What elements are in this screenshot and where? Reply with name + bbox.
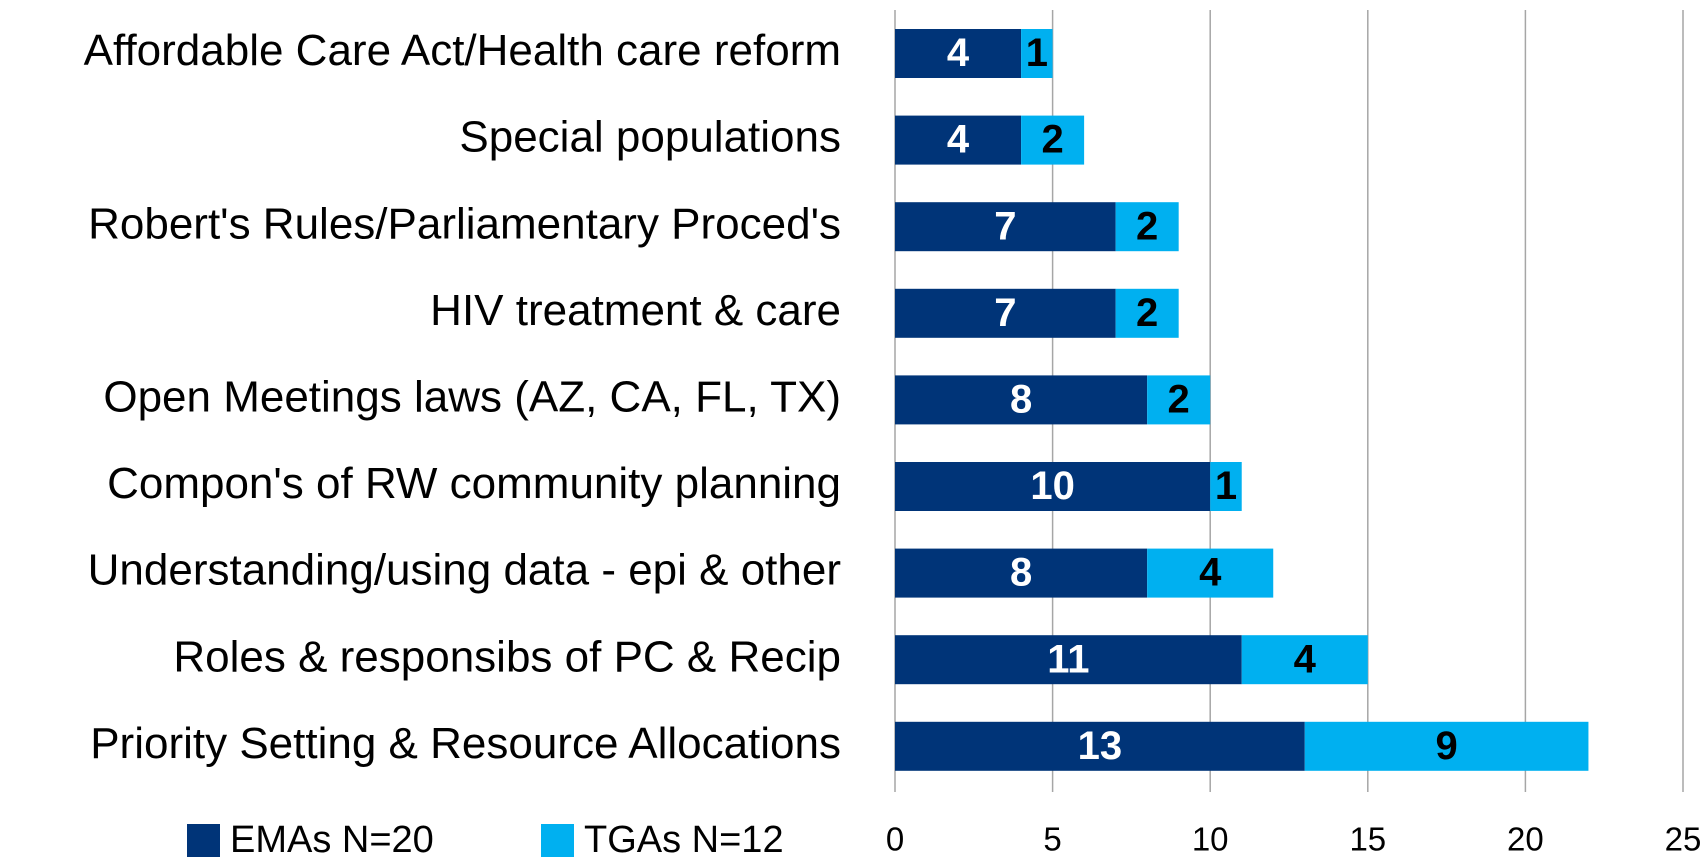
bar-segment: [1241, 635, 1368, 685]
bar-segment: [895, 375, 1148, 425]
category-label: Roles & responsibs of PC & Recip: [173, 632, 841, 681]
category-label: Understanding/using data - epi & other: [88, 546, 841, 595]
value-label: 4: [947, 118, 970, 162]
value-label: 2: [1136, 204, 1158, 248]
value-label: 2: [1168, 377, 1190, 421]
value-label: 8: [1010, 551, 1032, 595]
category-label: Affordable Care Act/Health care reform: [84, 26, 841, 75]
legend-swatch: [541, 824, 574, 857]
category-label: Robert's Rules/Parliamentary Proced's: [88, 199, 841, 248]
legend-label: TGAs N=12: [584, 819, 784, 861]
value-label: 8: [1010, 377, 1032, 421]
bar-segment: [895, 635, 1242, 685]
bar-segment: [1115, 202, 1179, 252]
value-label: 13: [1078, 724, 1123, 768]
bar-segment: [1147, 548, 1274, 598]
bar-segment: [895, 115, 1022, 165]
bar-segment: [1210, 462, 1242, 511]
bar-segment: [895, 202, 1116, 252]
bar-segment: [1021, 115, 1085, 165]
legend-label: EMAs N=20: [230, 819, 434, 861]
bar-segment: [1115, 288, 1179, 338]
value-label: 2: [1136, 291, 1158, 335]
x-tick-label: 5: [1043, 821, 1061, 858]
value-label: 10: [1030, 464, 1075, 508]
category-label: Compon's of RW community planning: [107, 459, 841, 508]
bar-segment: [895, 288, 1116, 338]
x-tick-label: 15: [1349, 821, 1386, 858]
value-label: 4: [947, 31, 970, 75]
value-label: 7: [994, 291, 1016, 335]
value-label: 9: [1435, 724, 1457, 768]
value-label: 7: [994, 204, 1016, 248]
value-label: 11: [1047, 637, 1089, 681]
x-tick-label: 25: [1665, 821, 1702, 858]
value-label: 1: [1026, 31, 1048, 75]
legend-swatch: [187, 824, 220, 857]
bar-segment: [895, 462, 1211, 511]
value-label: 4: [1199, 551, 1222, 595]
bar-segment: [895, 29, 1022, 78]
bar-segment: [1304, 721, 1589, 771]
value-label: 1: [1215, 464, 1237, 508]
category-label: Open Meetings laws (AZ, CA, FL, TX): [103, 373, 841, 422]
bar-segment: [1021, 29, 1053, 78]
bar-segment: [1147, 375, 1211, 425]
value-label: 4: [1294, 637, 1317, 681]
value-label: 2: [1041, 118, 1063, 162]
x-tick-label: 0: [886, 821, 904, 858]
category-label: Special populations: [459, 113, 841, 162]
x-tick-label: 20: [1507, 821, 1544, 858]
x-tick-label: 10: [1192, 821, 1229, 858]
category-label: HIV treatment & care: [430, 286, 841, 335]
bar-segment: [895, 548, 1148, 598]
bar-segment: [895, 721, 1305, 771]
category-label: Priority Setting & Resource Allocations: [90, 719, 841, 768]
